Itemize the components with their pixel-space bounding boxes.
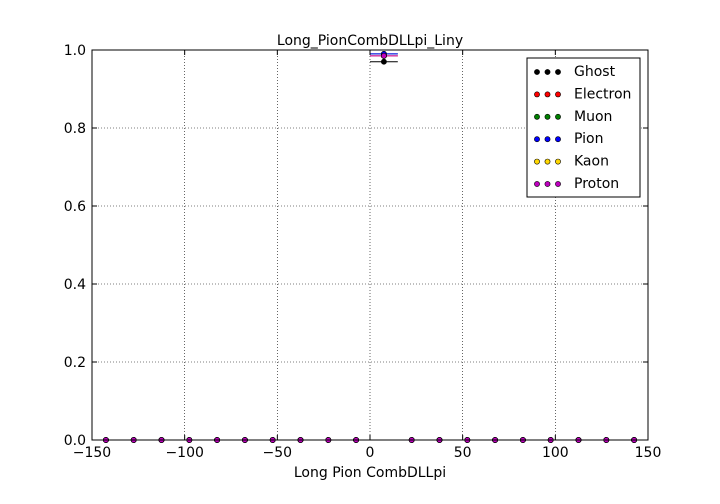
- ticks: −150 −100 −50 0 50 100 150 0.0 0.2 0.4 0.6 0.8 1.0: [64, 43, 662, 461]
- legend-label: Proton: [574, 176, 619, 192]
- legend-marker: [534, 91, 540, 98]
- legend-label: Kaon: [574, 154, 609, 170]
- x-tick-label: −50: [263, 445, 293, 461]
- legend-label: Ghost: [574, 64, 616, 80]
- data-point: [380, 52, 387, 59]
- legend-marker: [555, 91, 561, 98]
- legend-marker: [534, 113, 540, 120]
- y-tick-label: 0.8: [64, 121, 86, 137]
- data-point: [380, 58, 387, 65]
- y-tick-label: 0.2: [64, 355, 86, 371]
- legend-marker: [534, 136, 540, 143]
- legend-marker: [555, 113, 561, 120]
- legend-marker: [544, 69, 551, 75]
- legend-marker: [544, 136, 551, 143]
- x-tick-label: −150: [73, 445, 111, 461]
- y-tick-label: 1.0: [64, 43, 86, 59]
- legend-marker: [544, 113, 551, 120]
- x-axis-label: Long Pion CombDLLpi: [294, 465, 446, 481]
- y-tick-label: 0.4: [64, 277, 86, 293]
- legend-marker: [555, 158, 561, 165]
- legend-marker: [534, 181, 540, 187]
- legend: Ghost Electron Muon Pion Kaon Proton: [526, 57, 641, 198]
- legend-marker: [534, 69, 540, 75]
- chart-title: Long_PionCombDLLpi_Liny: [277, 33, 463, 49]
- y-tick-label: 0.0: [64, 433, 86, 449]
- legend-label: Electron: [574, 86, 631, 102]
- x-tick-label: −100: [165, 445, 203, 461]
- legend-marker: [544, 181, 551, 187]
- x-tick-label: 150: [635, 445, 662, 461]
- legend-label: Pion: [574, 131, 603, 147]
- legend-marker: [555, 181, 561, 187]
- x-tick-label: 0: [366, 445, 375, 461]
- x-tick-label: 100: [542, 445, 569, 461]
- legend-marker: [555, 69, 561, 75]
- x-tick-label: 50: [454, 445, 472, 461]
- legend-marker: [544, 91, 551, 98]
- y-tick-label: 0.6: [64, 199, 86, 215]
- legend-marker: [534, 158, 540, 165]
- legend-marker: [544, 158, 551, 165]
- legend-label: Muon: [574, 109, 612, 125]
- legend-box: [526, 57, 641, 198]
- legend-marker: [555, 136, 561, 143]
